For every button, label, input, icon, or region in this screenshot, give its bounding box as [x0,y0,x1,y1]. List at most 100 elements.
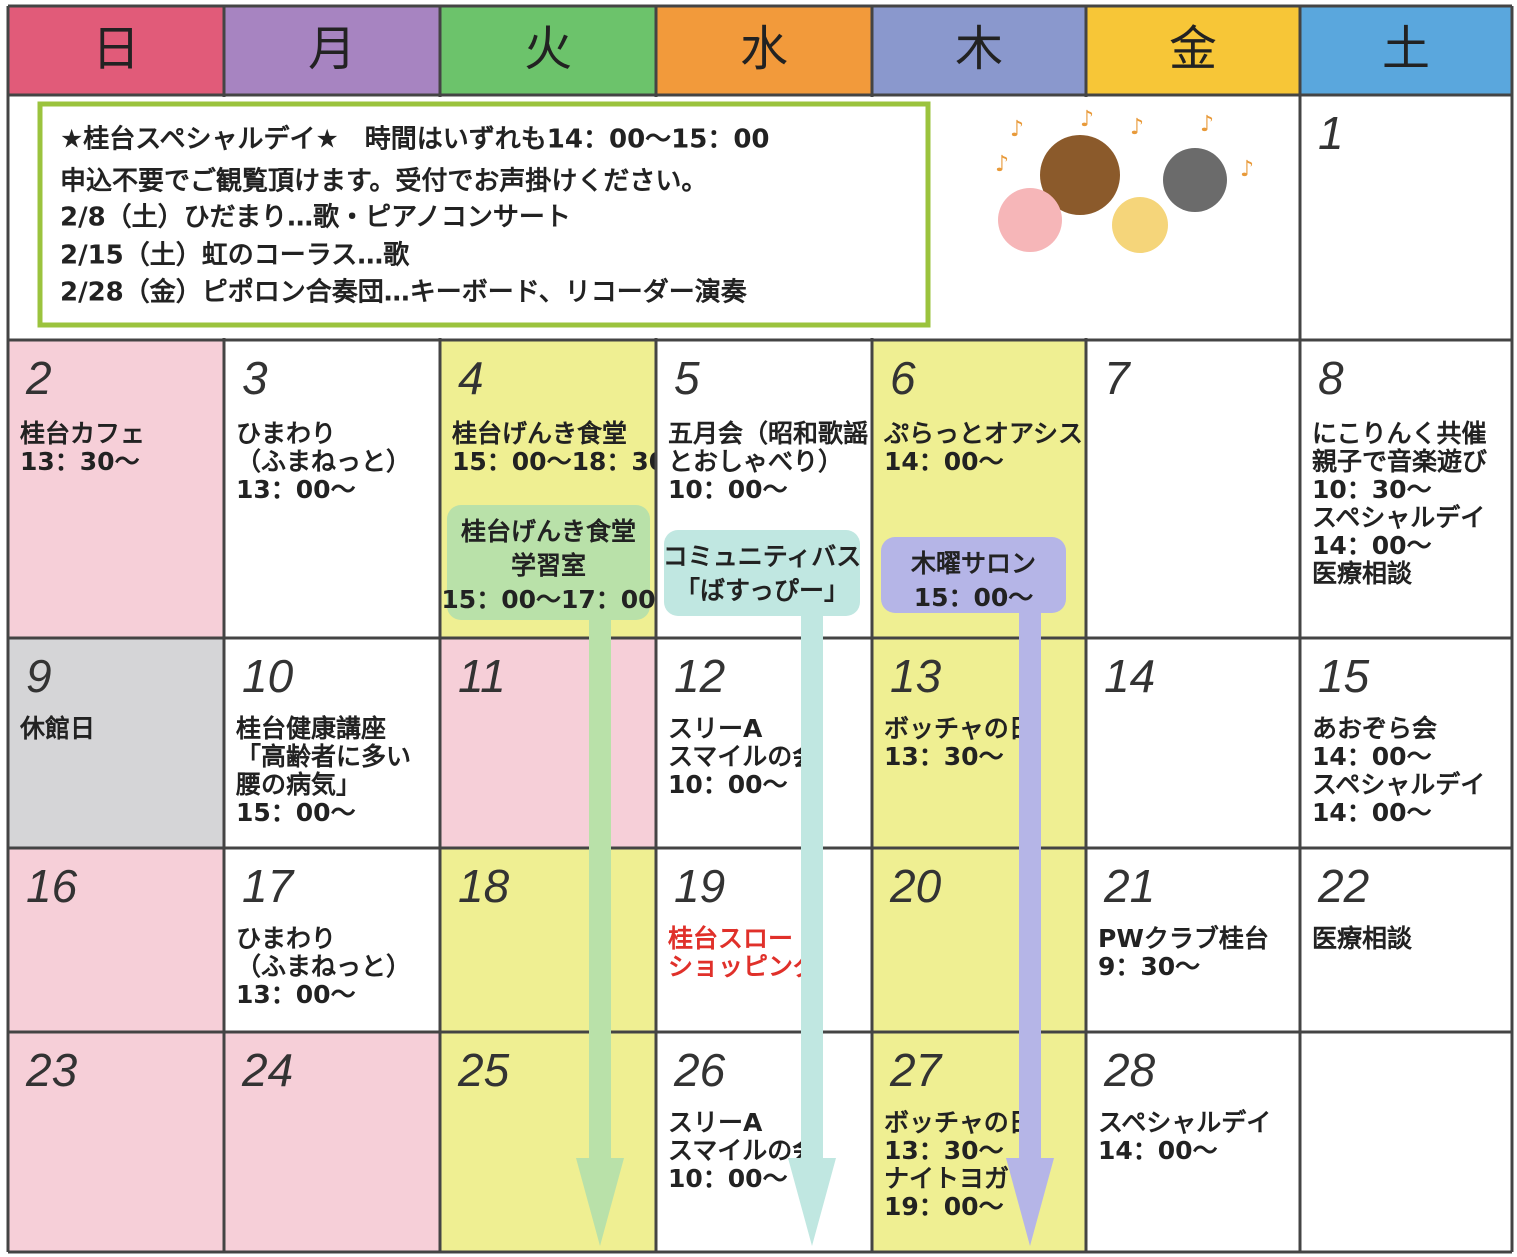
day-cell [872,1032,1086,1252]
day-cell [8,848,224,1032]
event-text: 19：00～ [884,1192,1004,1221]
event-text: 休館日 [19,714,95,743]
banner-text: 15：00～ [914,583,1034,612]
day-number: 5 [674,352,700,404]
event-text: 桂台スロー [668,924,793,953]
day-number: 19 [674,860,725,912]
event-text: ショッピング [668,952,818,981]
event-text: ボッチャの日 [884,1108,1034,1137]
day-number: 27 [889,1044,943,1096]
day-cell [1086,1032,1300,1252]
animal [1163,148,1227,212]
event-text: 13：30～ [884,742,1004,771]
event-text: 14：00～ [1312,742,1432,771]
event-text: PWクラブ桂台 [1098,924,1269,953]
weekday-header [440,6,656,95]
day-number: 8 [1318,352,1344,404]
day-cell [224,638,440,848]
animal [1040,135,1120,215]
notice-line: 申込不要でご観覧頂けます。受付でお声掛けください。 [60,166,707,197]
event-text: にこりんく共催 [1312,419,1487,448]
event-text: スペシャルデイ [1312,503,1485,532]
music-note: ♪ [995,152,1009,177]
day-cell [440,1032,656,1252]
weekday-label: 金 [1169,21,1217,77]
event-text: 五月会（昭和歌謡 [668,419,868,448]
day-cell [8,638,224,848]
banner-text: 桂台げんき食堂 [461,517,636,546]
event-text: 医療相談 [1312,924,1413,953]
weekday-label: 火 [524,21,572,77]
arrow-head [788,1158,836,1246]
weekday-header [8,6,224,95]
music-note: ♪ [1200,112,1214,137]
day-cell [1086,848,1300,1032]
day-cell [224,848,440,1032]
day-number: 6 [890,352,916,404]
event-text: 13：30～ [20,447,140,476]
weekday-header [872,6,1086,95]
event-text: 13：00～ [236,980,356,1009]
event-text: 10：30～ [1312,475,1432,504]
event-text: 14：00～ [1312,531,1432,560]
event-text: 15：00～ [236,798,356,827]
arrow-shaft [1019,608,1041,1160]
music-note: ♪ [1010,117,1024,142]
notice-line: 2/28（金）ピポロン合奏団…キーボード、リコーダー演奏 [60,277,748,308]
day-number: 12 [674,650,725,702]
day-number: 20 [889,860,942,912]
event-text: （ふまねっと） [236,447,411,476]
banner-box [664,530,860,616]
event-text: 桂台げんき食堂 [452,419,627,448]
day-number: 10 [242,650,294,702]
day-cell [1086,340,1300,638]
day-number: 28 [1103,1044,1156,1096]
arrow-head [1006,1158,1054,1246]
day-number: 26 [673,1044,726,1096]
event-text: とおしゃべり） [668,447,843,476]
event-text: 9：30～ [1098,952,1200,981]
notice-line: ★桂台スペシャルデイ★ 時間はいずれも14：00～15：00 [60,124,770,155]
weekday-label: 月 [308,21,356,77]
banner-box [881,537,1066,613]
event-text: 桂台健康講座 [236,714,386,743]
day-cell [224,1032,440,1252]
day-number: 13 [890,650,942,702]
day-number: 21 [1103,860,1155,912]
banner-text: 木曜サロン [910,549,1036,578]
day-cell [224,340,440,638]
event-text: スペシャルデイ [1098,1108,1271,1137]
day-cell [656,848,872,1032]
day-cell [1300,638,1512,848]
day-cell [1300,848,1512,1032]
day-cell [440,638,656,848]
event-text: 医療相談 [1312,559,1413,588]
weekday-header [1300,6,1512,95]
event-text: 10：00～ [668,475,788,504]
banner-text: 学習室 [511,551,586,580]
day-cell [1086,638,1300,848]
event-text: （ふまねっと） [236,952,411,981]
day-number: 11 [458,650,506,702]
banner-text: 15：00～17：00 [441,585,655,614]
event-text: ひまわり [236,924,336,953]
notice-line: 2/15（土）虹のコーラス…歌 [60,241,410,271]
day-cell [440,848,656,1032]
animal [1112,197,1168,253]
notice-line: 2/8（土）ひだまり…歌・ピアノコンサート [60,203,571,233]
event-text: 15：00～18：30 [452,447,666,476]
event-text: 14：00～ [1098,1136,1218,1165]
animal [998,188,1062,252]
music-note: ♪ [1130,115,1144,140]
event-text: ボッチャの日 [884,714,1034,743]
day-number: 7 [1104,352,1131,404]
weekday-header [224,6,440,95]
day-number: 1 [1318,107,1344,159]
day-cell [872,848,1086,1032]
notice-box [37,101,931,328]
day-number: 17 [242,860,295,912]
day-number: 23 [25,1044,78,1096]
weekday-label: 水 [740,21,788,77]
event-text: スマイルの会 [668,742,817,771]
